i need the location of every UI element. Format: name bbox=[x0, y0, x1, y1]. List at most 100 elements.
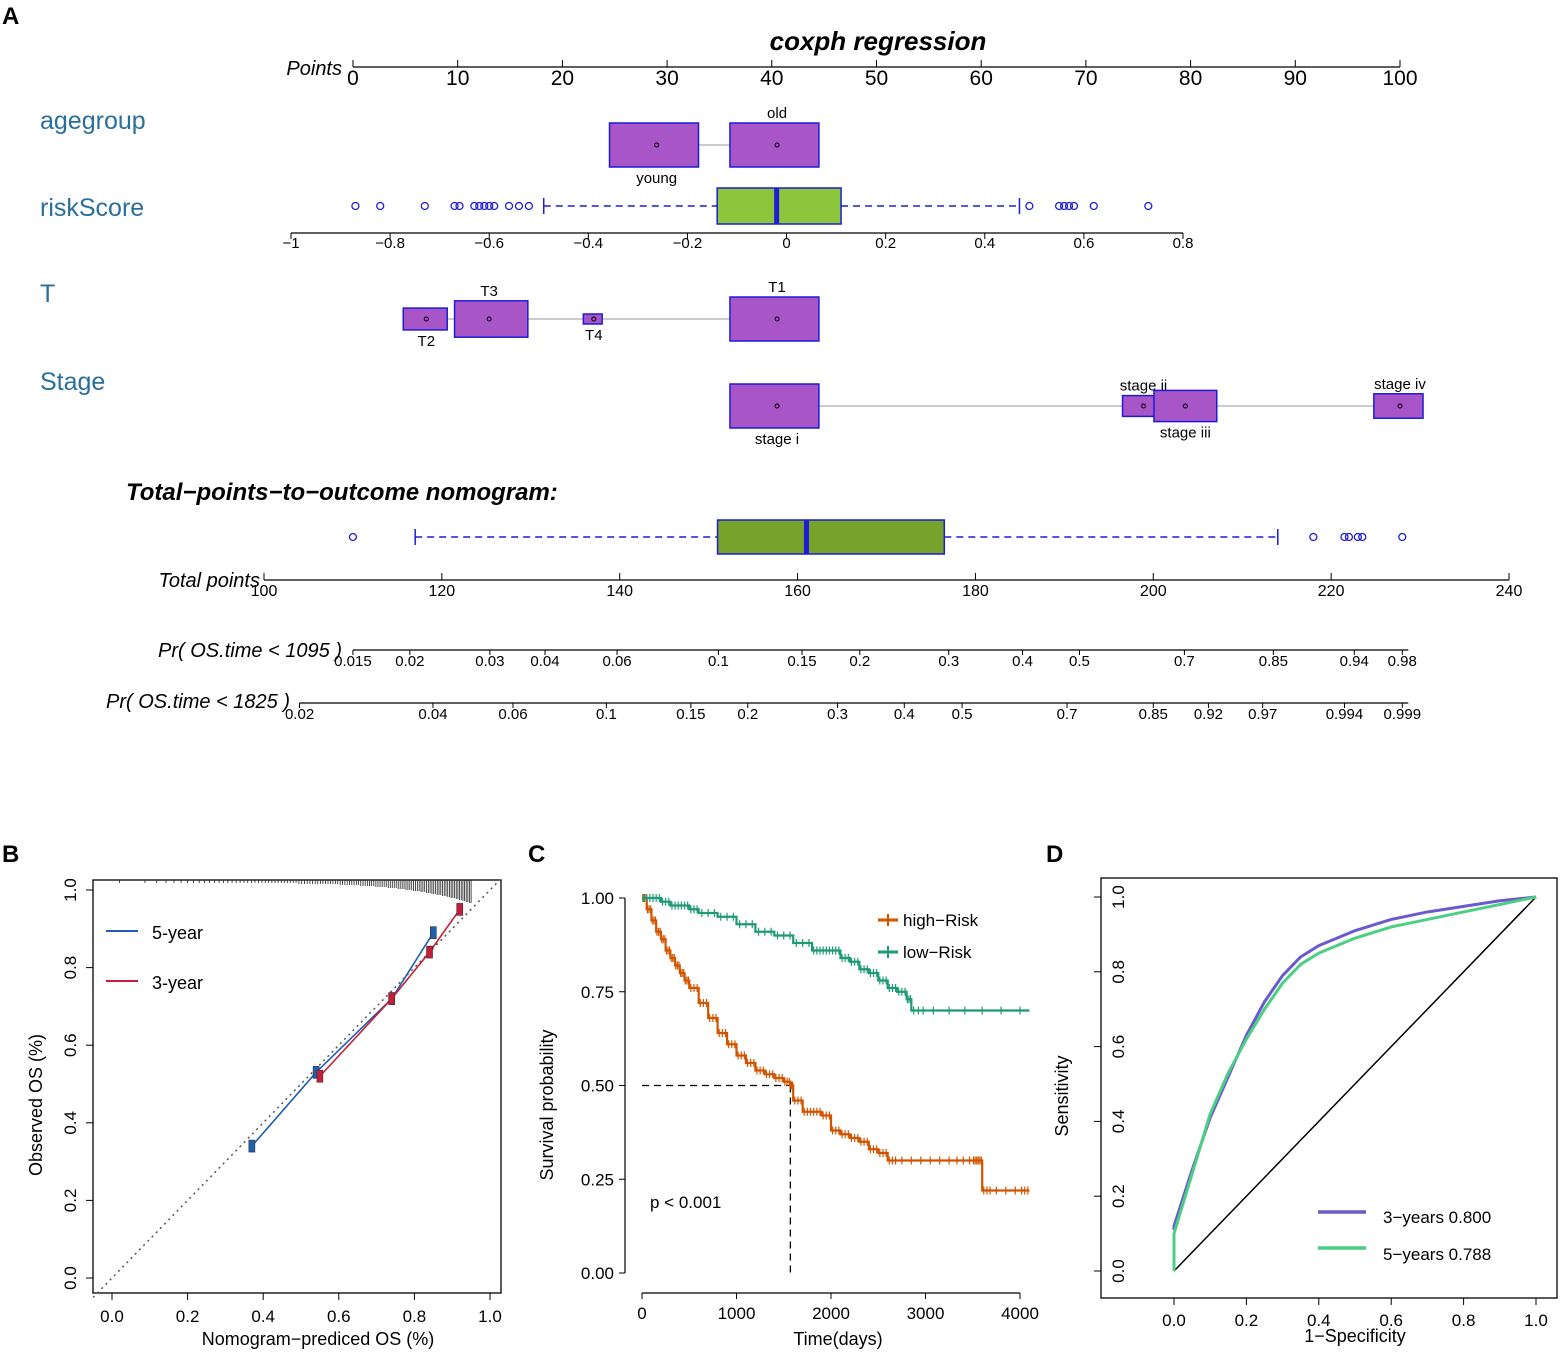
roc-frame bbox=[1100, 877, 1558, 1299]
prob-tick-label: 0.2 bbox=[849, 653, 870, 670]
calibration-y-tick-label: 1.0 bbox=[61, 878, 80, 902]
panel-label-a: A bbox=[2, 3, 19, 30]
km-x-tick-label: 4000 bbox=[1001, 1304, 1039, 1323]
total-points-box-row bbox=[348, 519, 1407, 555]
points-tick-label: 80 bbox=[1179, 67, 1202, 90]
prob-tick-label: 0.98 bbox=[1388, 653, 1417, 670]
riskscore-tick-label: 0.2 bbox=[875, 235, 896, 252]
prob-tick-label: 0.999 bbox=[1384, 706, 1422, 723]
riskscore-outlier bbox=[1054, 201, 1064, 211]
t-level-label: T3 bbox=[480, 283, 498, 300]
calibration-point bbox=[248, 1139, 256, 1153]
roc-y-tick-label: 0.2 bbox=[1109, 1184, 1128, 1208]
points-tick-label: 100 bbox=[1382, 67, 1417, 90]
calibration-plot bbox=[92, 877, 502, 1298]
prob-tick-label: 0.97 bbox=[1248, 706, 1277, 723]
roc-x-tick-label: 1.0 bbox=[1524, 1311, 1548, 1330]
totalpoints-outlier bbox=[1358, 532, 1367, 542]
roc-legend: 3−years 0.800 5−years 0.788 bbox=[1318, 1208, 1491, 1264]
calibration-axes: 0.0 0.2 0.4 0.6 0.8 1.0 0.0 0.2 0.4 0.6 0.8 1.0 bbox=[61, 878, 502, 1326]
prob-tick-label: 0.4 bbox=[894, 706, 915, 723]
calibration-line-3year bbox=[319, 908, 461, 1077]
prob-tick-label: 0.1 bbox=[708, 653, 729, 670]
prob-tick-label: 0.06 bbox=[498, 706, 527, 723]
calibration-y-tick-label: 0.0 bbox=[61, 1266, 80, 1290]
total-tick-label: 220 bbox=[1318, 583, 1345, 600]
km-x-tick-label: 0 bbox=[637, 1304, 646, 1323]
km-legend: high−Risk low−Risk bbox=[878, 911, 979, 962]
riskscore-outlier bbox=[490, 201, 499, 211]
riskscore-outlier bbox=[1059, 201, 1069, 211]
calibration-point bbox=[426, 945, 433, 959]
prob-tick-label: 0.7 bbox=[1174, 653, 1195, 670]
riskscore-outlier bbox=[351, 201, 360, 211]
t-box bbox=[402, 307, 448, 331]
km-x-tick-label: 1000 bbox=[718, 1304, 756, 1323]
prob-tick-label: 0.92 bbox=[1194, 706, 1223, 723]
totalpoints-outlier bbox=[1340, 532, 1349, 542]
agegroup-box bbox=[608, 122, 700, 168]
legend-3years-label: 3−years 0.800 bbox=[1383, 1208, 1491, 1227]
t-row: T2 T3 T4 T1 bbox=[402, 279, 820, 350]
points-axis: 0 10 20 30 40 50 60 70 80 90 100 bbox=[347, 60, 1418, 90]
prob-axis-1095: 0.015 0.02 0.03 0.04 0.06 0.1 0.15 0.2 0.3 0.4 0.5… bbox=[334, 649, 1417, 670]
riskscore-tick-label: −1 bbox=[282, 235, 299, 252]
prob-tick-label: 0.03 bbox=[475, 653, 504, 670]
roc-panel: 0.0 0.2 0.4 0.6 0.8 1.0 0.0 0.2 0.4 0.6 0.8 1.0 1−S… bbox=[1052, 877, 1558, 1346]
roc-reference-line bbox=[1173, 896, 1537, 1272]
riskscore-outlier bbox=[1064, 201, 1074, 211]
points-tick-label: 60 bbox=[970, 67, 993, 90]
riskscore-tick-label: −0.2 bbox=[673, 235, 703, 252]
prob-axis-1825: 0.02 0.04 0.06 0.1 0.15 0.2 0.3 0.4 0.5 0.7 0.85 0.… bbox=[285, 702, 1422, 723]
km-y-tick-label: 0.50 bbox=[581, 1077, 614, 1096]
points-axis-label: Points bbox=[286, 58, 342, 80]
riskscore-tick-label: −0.6 bbox=[474, 235, 504, 252]
roc-axes: 0.0 0.2 0.4 0.6 0.8 1.0 0.0 0.2 0.4 0.6 0.8 1.0 bbox=[1094, 885, 1548, 1330]
roc-x-tick-label: 0.2 bbox=[1235, 1311, 1259, 1330]
km-y-tick-label: 1.00 bbox=[581, 889, 614, 908]
legend-3year-label: 3-year bbox=[152, 973, 203, 993]
roc-y-tick-label: 0.8 bbox=[1109, 960, 1128, 984]
roc-x-tick-label: 0.0 bbox=[1162, 1311, 1186, 1330]
km-panel: 0 1000 2000 3000 4000 0.00 0.25 0.50 0.75 1.00 Ti… bbox=[537, 889, 1039, 1349]
stage-box bbox=[1153, 389, 1218, 423]
agegroup-box bbox=[729, 122, 820, 168]
stage-box bbox=[729, 383, 820, 429]
agegroup-level-label: old bbox=[767, 105, 787, 122]
km-x-tick-label: 3000 bbox=[907, 1304, 945, 1323]
agegroup-row: young old bbox=[608, 105, 820, 187]
prob-tick-label: 0.06 bbox=[602, 653, 631, 670]
points-tick-label: 0 bbox=[347, 67, 359, 90]
prob-tick-label: 0.4 bbox=[1012, 653, 1033, 670]
totalpoints-outlier bbox=[1309, 532, 1318, 542]
prob-tick-label: 0.02 bbox=[395, 653, 424, 670]
prob-tick-label: 0.3 bbox=[938, 653, 959, 670]
km-y-tick-label: 0.00 bbox=[581, 1264, 614, 1283]
var-label-t: T bbox=[40, 280, 55, 308]
stage-point bbox=[1140, 403, 1146, 409]
roc-y-tick-label: 0.6 bbox=[1109, 1035, 1128, 1059]
riskscore-row: −1 −0.8 −0.6 −0.4 −0.2 0 0.2 0.4 0.6 0.8 bbox=[282, 187, 1193, 252]
calibration-x-tick-label: 0.0 bbox=[100, 1307, 124, 1326]
riskscore-outlier bbox=[524, 201, 534, 211]
prob-axis-1825-label: Pr( OS.time < 1825 ) bbox=[106, 691, 290, 713]
riskscore-outlier bbox=[485, 201, 494, 211]
total-tick-label: 200 bbox=[1140, 583, 1167, 600]
riskscore-outlier bbox=[1069, 201, 1079, 211]
prob-tick-label: 0.5 bbox=[1069, 653, 1090, 670]
calibration-point bbox=[456, 903, 464, 916]
total-points-axis: 100 120 140 160 180 200 220 240 bbox=[251, 573, 1522, 600]
total-tick-label: 140 bbox=[606, 583, 633, 600]
roc-xlabel: 1−Specificity bbox=[1304, 1326, 1406, 1346]
prob-tick-label: 0.5 bbox=[952, 706, 973, 723]
agegroup-point bbox=[654, 142, 660, 148]
calibration-point bbox=[429, 926, 437, 939]
km-pvalue: p < 0.001 bbox=[650, 1193, 721, 1212]
km-x-tick-label: 2000 bbox=[812, 1304, 850, 1323]
t-level-label: T1 bbox=[768, 279, 786, 296]
prob-tick-label: 0.1 bbox=[596, 706, 617, 723]
riskscore-outlier bbox=[1144, 201, 1153, 211]
calibration-x-tick-label: 0.2 bbox=[176, 1307, 200, 1326]
stage-point bbox=[774, 403, 780, 409]
